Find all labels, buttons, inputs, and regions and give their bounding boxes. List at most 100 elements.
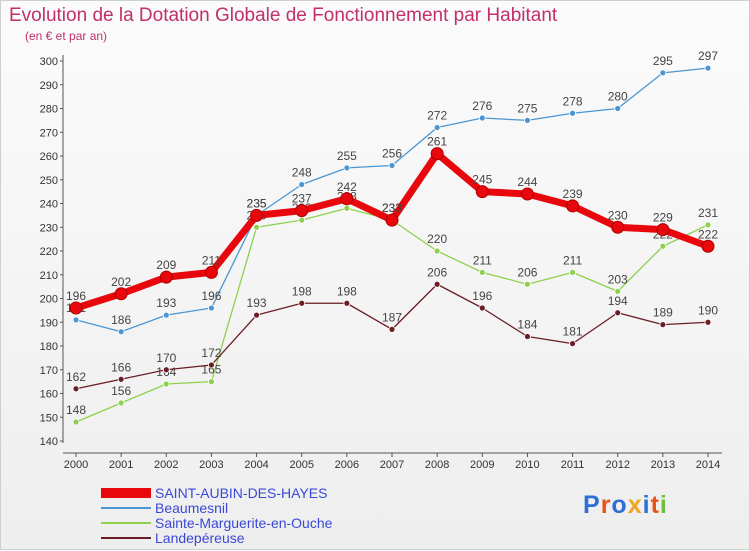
- x-tick-label: 2001: [109, 459, 133, 471]
- data-point: [159, 270, 173, 284]
- data-point: [298, 181, 306, 188]
- data-point: [433, 124, 441, 131]
- x-tick-label: 2009: [470, 459, 494, 471]
- data-label: 295: [653, 54, 673, 68]
- legend-item: SAINT-AUBIN-DES-HAYES: [101, 485, 332, 501]
- data-point: [478, 268, 486, 276]
- data-point: [208, 378, 215, 386]
- data-label: 203: [608, 272, 628, 286]
- y-tick-label: 190: [40, 317, 58, 329]
- series-line: [75, 67, 709, 333]
- data-label: 148: [66, 403, 86, 417]
- data-label: 181: [563, 325, 583, 339]
- data-point: [524, 333, 531, 340]
- series-0: 196 202 209 211 235 237 242 233 261 245 244 239 230 2…: [66, 135, 718, 315]
- data-label: 230: [608, 208, 628, 222]
- data-point: [72, 316, 80, 324]
- data-label: 194: [608, 294, 628, 308]
- data-point: [566, 199, 580, 213]
- data-label: 211: [202, 253, 221, 267]
- x-tick-label: 2014: [696, 459, 720, 471]
- data-point: [478, 114, 486, 122]
- data-label: 187: [382, 310, 402, 324]
- data-point: [656, 223, 670, 237]
- data-point: [478, 304, 486, 312]
- x-tick-label: 2008: [425, 459, 449, 471]
- data-point: [253, 311, 260, 319]
- y-tick-label: 300: [40, 56, 58, 68]
- y-tick-label: 180: [40, 341, 58, 353]
- logo-letter: i: [642, 491, 651, 519]
- data-point: [433, 247, 441, 255]
- data-point: [569, 109, 576, 117]
- data-label: 245: [472, 173, 492, 187]
- data-point: [704, 318, 712, 326]
- data-label: 255: [337, 149, 357, 163]
- data-label: 220: [427, 232, 447, 246]
- data-label: 239: [563, 187, 583, 201]
- data-point: [659, 321, 667, 329]
- data-label: 209: [156, 258, 176, 272]
- data-label: 256: [382, 147, 402, 161]
- data-label: 275: [517, 101, 537, 115]
- data-point: [704, 221, 712, 229]
- legend-swatch: [101, 487, 151, 498]
- data-point: [433, 280, 441, 288]
- y-tick-label: 210: [40, 270, 58, 282]
- data-point: [614, 309, 622, 317]
- data-label: 198: [337, 284, 357, 298]
- data-point: [298, 216, 306, 224]
- legend-label: Landepéreuse: [155, 529, 245, 546]
- chart-title: Evolution de la Dotation Globale de Fonc…: [9, 5, 558, 26]
- y-tick-label: 220: [40, 246, 58, 258]
- data-label: 206: [517, 265, 537, 279]
- legend-item: Beaumesnil: [101, 499, 332, 516]
- data-label: 190: [698, 303, 718, 317]
- x-tick-label: 2007: [380, 459, 404, 471]
- data-point: [475, 185, 489, 199]
- logo-letter: t: [650, 491, 660, 519]
- x-tick-label: 2012: [605, 459, 629, 471]
- logo-letter: o: [611, 491, 628, 519]
- data-point: [430, 147, 444, 161]
- series-1: 1911861931962352482552562722762752782802…: [66, 49, 718, 336]
- data-point: [117, 328, 125, 336]
- data-label: 202: [111, 275, 131, 289]
- x-tick-label: 2000: [64, 459, 88, 471]
- data-label: 198: [292, 284, 312, 298]
- y-tick-label: 250: [40, 175, 58, 187]
- data-label: 196: [66, 289, 86, 303]
- data-label: 156: [111, 384, 131, 398]
- data-point: [701, 239, 715, 253]
- data-point: [250, 208, 264, 222]
- data-point: [343, 164, 351, 172]
- data-point: [208, 361, 215, 369]
- y-tick-label: 140: [40, 436, 58, 448]
- legend-swatch: [101, 536, 151, 539]
- logo-letter: P: [583, 491, 601, 519]
- x-tick-label: 2004: [244, 459, 268, 471]
- x-tick-label: 2011: [561, 459, 585, 471]
- x-tick-label: 2006: [335, 459, 359, 471]
- data-label: 211: [473, 253, 492, 267]
- data-point: [72, 418, 80, 426]
- data-point: [204, 265, 218, 279]
- logo-letter: x: [627, 491, 643, 519]
- legend-swatch: [101, 521, 151, 524]
- data-label: 206: [427, 265, 447, 279]
- data-label: 237: [292, 192, 312, 206]
- data-point: [659, 242, 667, 250]
- data-label: 166: [111, 360, 131, 374]
- data-point: [524, 280, 531, 288]
- data-label: 244: [517, 175, 537, 189]
- x-tick-label: 2005: [289, 459, 313, 471]
- proxiti-logo: Proxiti: [583, 491, 668, 520]
- y-tick-label: 260: [40, 151, 58, 163]
- data-label: 233: [382, 201, 402, 215]
- data-label: 196: [472, 289, 492, 303]
- legend-label: Beaumesnil: [155, 499, 229, 516]
- legend-label: Sainte-Marguerite-en-Ouche: [155, 514, 333, 531]
- data-point: [340, 192, 354, 206]
- data-point: [343, 204, 351, 212]
